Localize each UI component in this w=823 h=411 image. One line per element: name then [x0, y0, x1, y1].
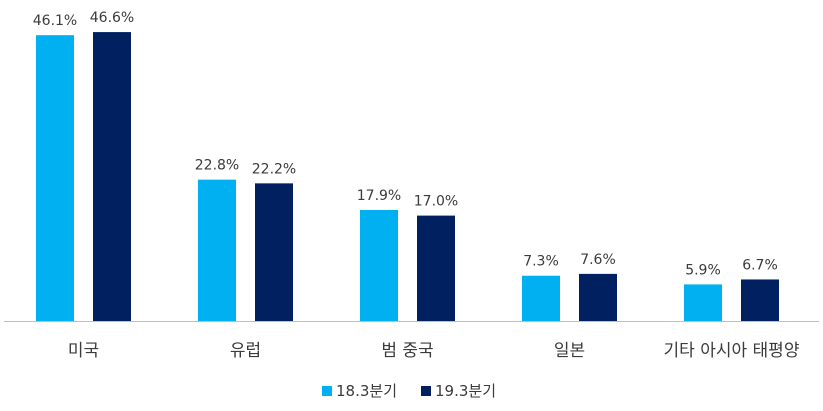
category-label: 유럽 — [230, 341, 261, 361]
data-label: 46.1% — [33, 13, 77, 29]
bar — [360, 210, 398, 321]
bar — [741, 279, 779, 321]
bar — [255, 183, 293, 321]
legend-swatch — [421, 386, 431, 396]
data-label: 22.2% — [252, 161, 296, 177]
bar — [36, 35, 74, 322]
category-label: 기타 아시아 태평양 — [664, 341, 800, 361]
bar — [579, 273, 617, 321]
data-label: 7.6% — [580, 252, 616, 268]
category-label: 범 중국 — [381, 341, 433, 361]
data-label: 6.7% — [742, 257, 778, 273]
data-label: 46.6% — [90, 10, 134, 26]
category-label: 일본 — [554, 341, 585, 361]
bar — [198, 179, 236, 321]
bar — [417, 215, 455, 321]
legend-label: 19.3분기 — [435, 382, 496, 400]
data-label: 22.8% — [195, 158, 239, 174]
bars-layer — [36, 32, 779, 322]
data-label: 5.9% — [685, 262, 721, 278]
data-label: 7.3% — [523, 254, 559, 270]
bar — [684, 284, 722, 321]
bar — [522, 275, 560, 321]
legend: 18.3분기 19.3분기 — [322, 382, 496, 400]
legend-label: 18.3분기 — [336, 382, 397, 400]
category-label: 미국 — [68, 341, 99, 361]
legend-swatch — [322, 386, 332, 396]
data-label: 17.9% — [357, 188, 401, 204]
value-labels-layer: 46.1% 46.6% 22.8% 22.2% 17.9% 17.0% 7.3% 7.6% 5.… — [33, 10, 778, 278]
bar — [93, 32, 131, 322]
data-label: 17.0% — [414, 194, 458, 210]
category-labels-layer: 미국 유럽 범 중국 일본 기타 아시아 태평양 — [68, 341, 800, 361]
